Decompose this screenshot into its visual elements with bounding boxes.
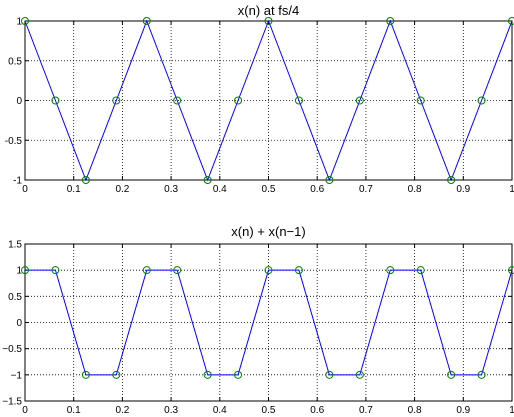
y-tick-label: 0 — [16, 96, 22, 107]
top-subplot: 0 0.1 0.2 0.3 0.4 0.5 0.6 0.7 0.8 0.9 1 -1 -0.5 0 0.5 1… — [5, 3, 514, 195]
x-tick-label: 0.4 — [213, 184, 227, 195]
data-point-marker — [142, 17, 151, 25]
x-tick-label: 0.5 — [262, 405, 276, 416]
y-tick-label: −0.5 — [2, 344, 22, 355]
x-tick-label: 0.9 — [456, 405, 470, 416]
y-tick-label: 0.5 — [8, 56, 22, 67]
data-point-marker — [264, 266, 273, 275]
data-point-marker — [264, 17, 273, 25]
data-point-marker — [508, 17, 514, 25]
chart-title: x(n) + x(n−1) — [231, 224, 305, 239]
data-point-marker — [355, 370, 364, 379]
data-point-marker — [203, 370, 212, 379]
data-point-marker — [142, 266, 151, 275]
y-tick-label: 1 — [16, 17, 22, 28]
data-point-marker — [477, 370, 486, 379]
data-point-marker — [173, 96, 182, 105]
y-tick-label: 0.5 — [8, 292, 22, 303]
x-tick-label: 0.7 — [359, 405, 373, 416]
data-point-marker — [416, 96, 425, 105]
y-tick-label: −1.5 — [2, 397, 22, 408]
x-tick-label: 1 — [509, 405, 514, 416]
data-point-marker — [447, 176, 456, 184]
data-point-marker — [477, 96, 486, 105]
y-tick-label: 1 — [16, 266, 22, 277]
x-tick-label: 0.9 — [456, 184, 470, 195]
data-point-marker — [51, 266, 60, 275]
x-tick-label: 0.3 — [164, 184, 178, 195]
y-tick-label: −1 — [11, 370, 23, 381]
data-point-marker — [386, 17, 395, 25]
x-tick-label: 0.3 — [164, 405, 178, 416]
data-point-marker — [21, 17, 29, 25]
data-point-marker — [386, 266, 395, 275]
data-point-marker — [294, 96, 303, 105]
x-tick-label: 0.6 — [310, 184, 324, 195]
data-point-marker — [447, 370, 456, 379]
x-tick-label: 0.7 — [359, 184, 373, 195]
y-tick-label: -0.5 — [5, 136, 23, 147]
data-point-marker — [21, 266, 29, 275]
x-tick-label: 0.2 — [115, 184, 129, 195]
data-point-marker — [81, 370, 90, 379]
data-point-marker — [112, 370, 121, 379]
data-point-marker — [325, 370, 334, 379]
data-point-marker — [173, 266, 182, 275]
data-point-marker — [51, 96, 60, 105]
data-point-marker — [81, 176, 90, 184]
x-tick-label: 0.1 — [67, 405, 81, 416]
x-tick-label: 0 — [22, 405, 28, 416]
data-point-marker — [508, 266, 514, 275]
x-tick-label: 0.1 — [67, 184, 81, 195]
x-tick-label: 0.8 — [408, 405, 422, 416]
data-point-marker — [234, 96, 243, 105]
series-line — [25, 269, 513, 376]
x-tick-label: 0.5 — [262, 184, 276, 195]
y-tick-label: 1.5 — [8, 240, 22, 251]
chart-title: x(n) at fs/4 — [238, 3, 299, 18]
series-line — [24, 19, 513, 182]
x-tick-label: 1 — [509, 184, 514, 195]
data-point-marker — [112, 96, 121, 105]
y-tick-label: -1 — [13, 176, 22, 187]
x-tick-label: 0.8 — [408, 184, 422, 195]
x-tick-label: 0.4 — [213, 405, 227, 416]
x-tick-label: 0.2 — [115, 405, 129, 416]
data-point-marker — [203, 176, 212, 184]
bottom-subplot: 0 0.1 0.2 0.3 0.4 0.5 0.6 0.7 0.8 0.9 1 −1.5 −1 −0.5 0… — [2, 224, 514, 416]
data-point-marker — [234, 370, 243, 379]
data-point-marker — [325, 176, 334, 184]
data-point-marker — [416, 266, 425, 275]
data-point-marker — [294, 266, 303, 275]
x-tick-label: 0 — [22, 184, 28, 195]
x-tick-label: 0.6 — [310, 405, 324, 416]
data-point-marker — [355, 96, 364, 105]
y-tick-label: 0 — [16, 318, 22, 329]
